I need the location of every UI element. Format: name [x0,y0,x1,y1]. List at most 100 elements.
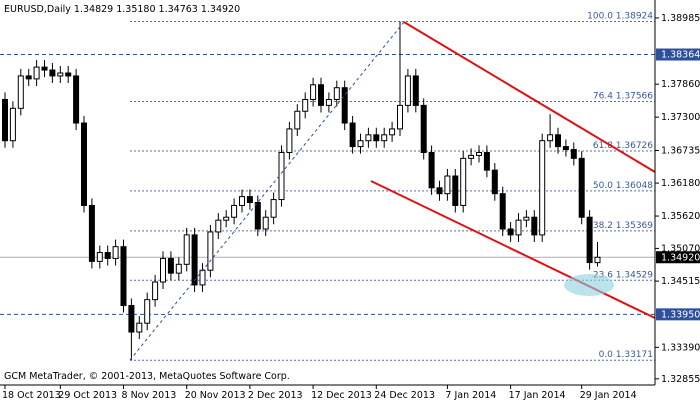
candle-body [136,322,143,333]
candle-body [246,196,253,204]
candle-body [9,107,16,142]
candle-body [325,98,332,106]
highlight-ellipse [564,274,614,296]
candle-body [65,72,72,77]
fibo-label: 0.0 1.33171 [599,350,653,360]
candle-body [262,216,269,230]
x-tick-label: 20 Nov 2013 [185,390,246,401]
x-tick-label: 29 Oct 2013 [58,390,117,401]
y-tick-label: 1.37300 [661,112,700,123]
y-tick-label: 1.33390 [661,342,700,353]
y-tick-label: 1.37860 [661,79,700,90]
candle-body [167,257,174,274]
candle-body [17,75,24,109]
fibo-label: 50.0 1.36048 [593,181,653,191]
footer: GCM MetaTrader, © 2001-2013, MetaQuotes … [4,371,290,382]
candle-body [562,146,569,151]
candle-body [468,154,475,159]
fibo-label: 76.4 1.37566 [593,91,653,101]
candle-body [160,257,166,283]
y-tick-label: 1.34515 [661,276,700,287]
candle-body [404,75,411,106]
candle-body [302,98,309,112]
y-tick-label: 1.35070 [661,243,700,254]
candle-body [223,216,230,221]
fibo-label: 23.6 1.34529 [593,270,653,280]
candle-body [341,87,348,124]
candle-body [460,157,467,206]
candle-body [254,202,261,230]
levels: 100.0 1.38924 76.4 1.37566 61.8 1.36726 50.… [0,12,655,361]
candle-body [128,305,135,333]
fibo-label: 38.2 1.35369 [593,221,653,231]
candle-body [215,219,222,233]
axis-labels: 1.38985 1.37860 1.37300 1.36735 1.36180 1.356… [2,13,700,401]
candle-body [539,140,546,236]
candle-body [515,219,522,236]
y-tick-label: 1.32855 [661,374,700,385]
candle-body [499,193,506,230]
candle-body [294,110,301,130]
candle-body [120,246,127,307]
candle-body [436,187,443,195]
candle-body [112,246,119,259]
candle-body [199,269,206,286]
candle-body [570,149,577,159]
candle-body [412,75,419,106]
candle-body [175,263,182,274]
candle-body [420,104,427,153]
candle-body [88,204,95,262]
candle-body [491,169,498,195]
candle-body [2,98,8,142]
candle-body [349,122,356,148]
y-tick-label: 1.36735 [661,145,700,156]
candle-body [278,151,285,201]
candle-body [239,196,245,206]
price-label-box [656,48,700,61]
candle-body [476,151,482,156]
candle-body [318,84,324,106]
x-tick-label: 29 Jan 2014 [580,390,637,401]
price-label-box [656,308,700,321]
price-label-box [656,251,700,264]
candle-body [152,281,159,301]
candle-body [586,216,593,264]
x-tick-label: 12 Dec 2013 [311,390,372,401]
price-label: 1.34920 [661,252,700,263]
candle-body [207,231,214,271]
x-tick-label: 17 Jan 2014 [509,390,566,401]
fibo-label: 100.0 1.38924 [587,12,653,22]
chart-title: EURUSD,Daily 1.34829 1.35180 1.34763 1.3… [4,4,240,15]
candle-body [41,66,48,71]
candle-body [381,134,388,142]
candle-body [594,256,601,264]
fibo-label: 61.8 1.36726 [593,141,653,151]
candle-body [547,134,554,142]
candle-body [389,128,396,136]
candle-body [286,128,293,153]
candle-body [183,234,190,265]
trendline-lower [370,180,656,319]
candle-body [270,199,277,218]
price-label: 1.33950 [661,309,700,320]
price-label: 1.38364 [661,50,700,61]
y-tick-label: 1.38985 [661,13,700,24]
candle-body [483,151,490,171]
candle-body [25,75,32,80]
candle-body [73,75,80,124]
candle-body [357,140,364,148]
candle-body [231,204,238,218]
candle-body [373,134,380,142]
candle-body [397,104,403,130]
candle-body [523,216,530,221]
x-tick-label: 7 Jan 2014 [445,390,496,401]
trendline-upper [403,21,656,173]
candle-body [144,299,151,324]
candle-body [96,252,103,262]
x-tick-label: 24 Dec 2013 [374,390,435,401]
candle-body [333,87,340,100]
candle-body [33,66,40,80]
candle-body [81,122,87,206]
